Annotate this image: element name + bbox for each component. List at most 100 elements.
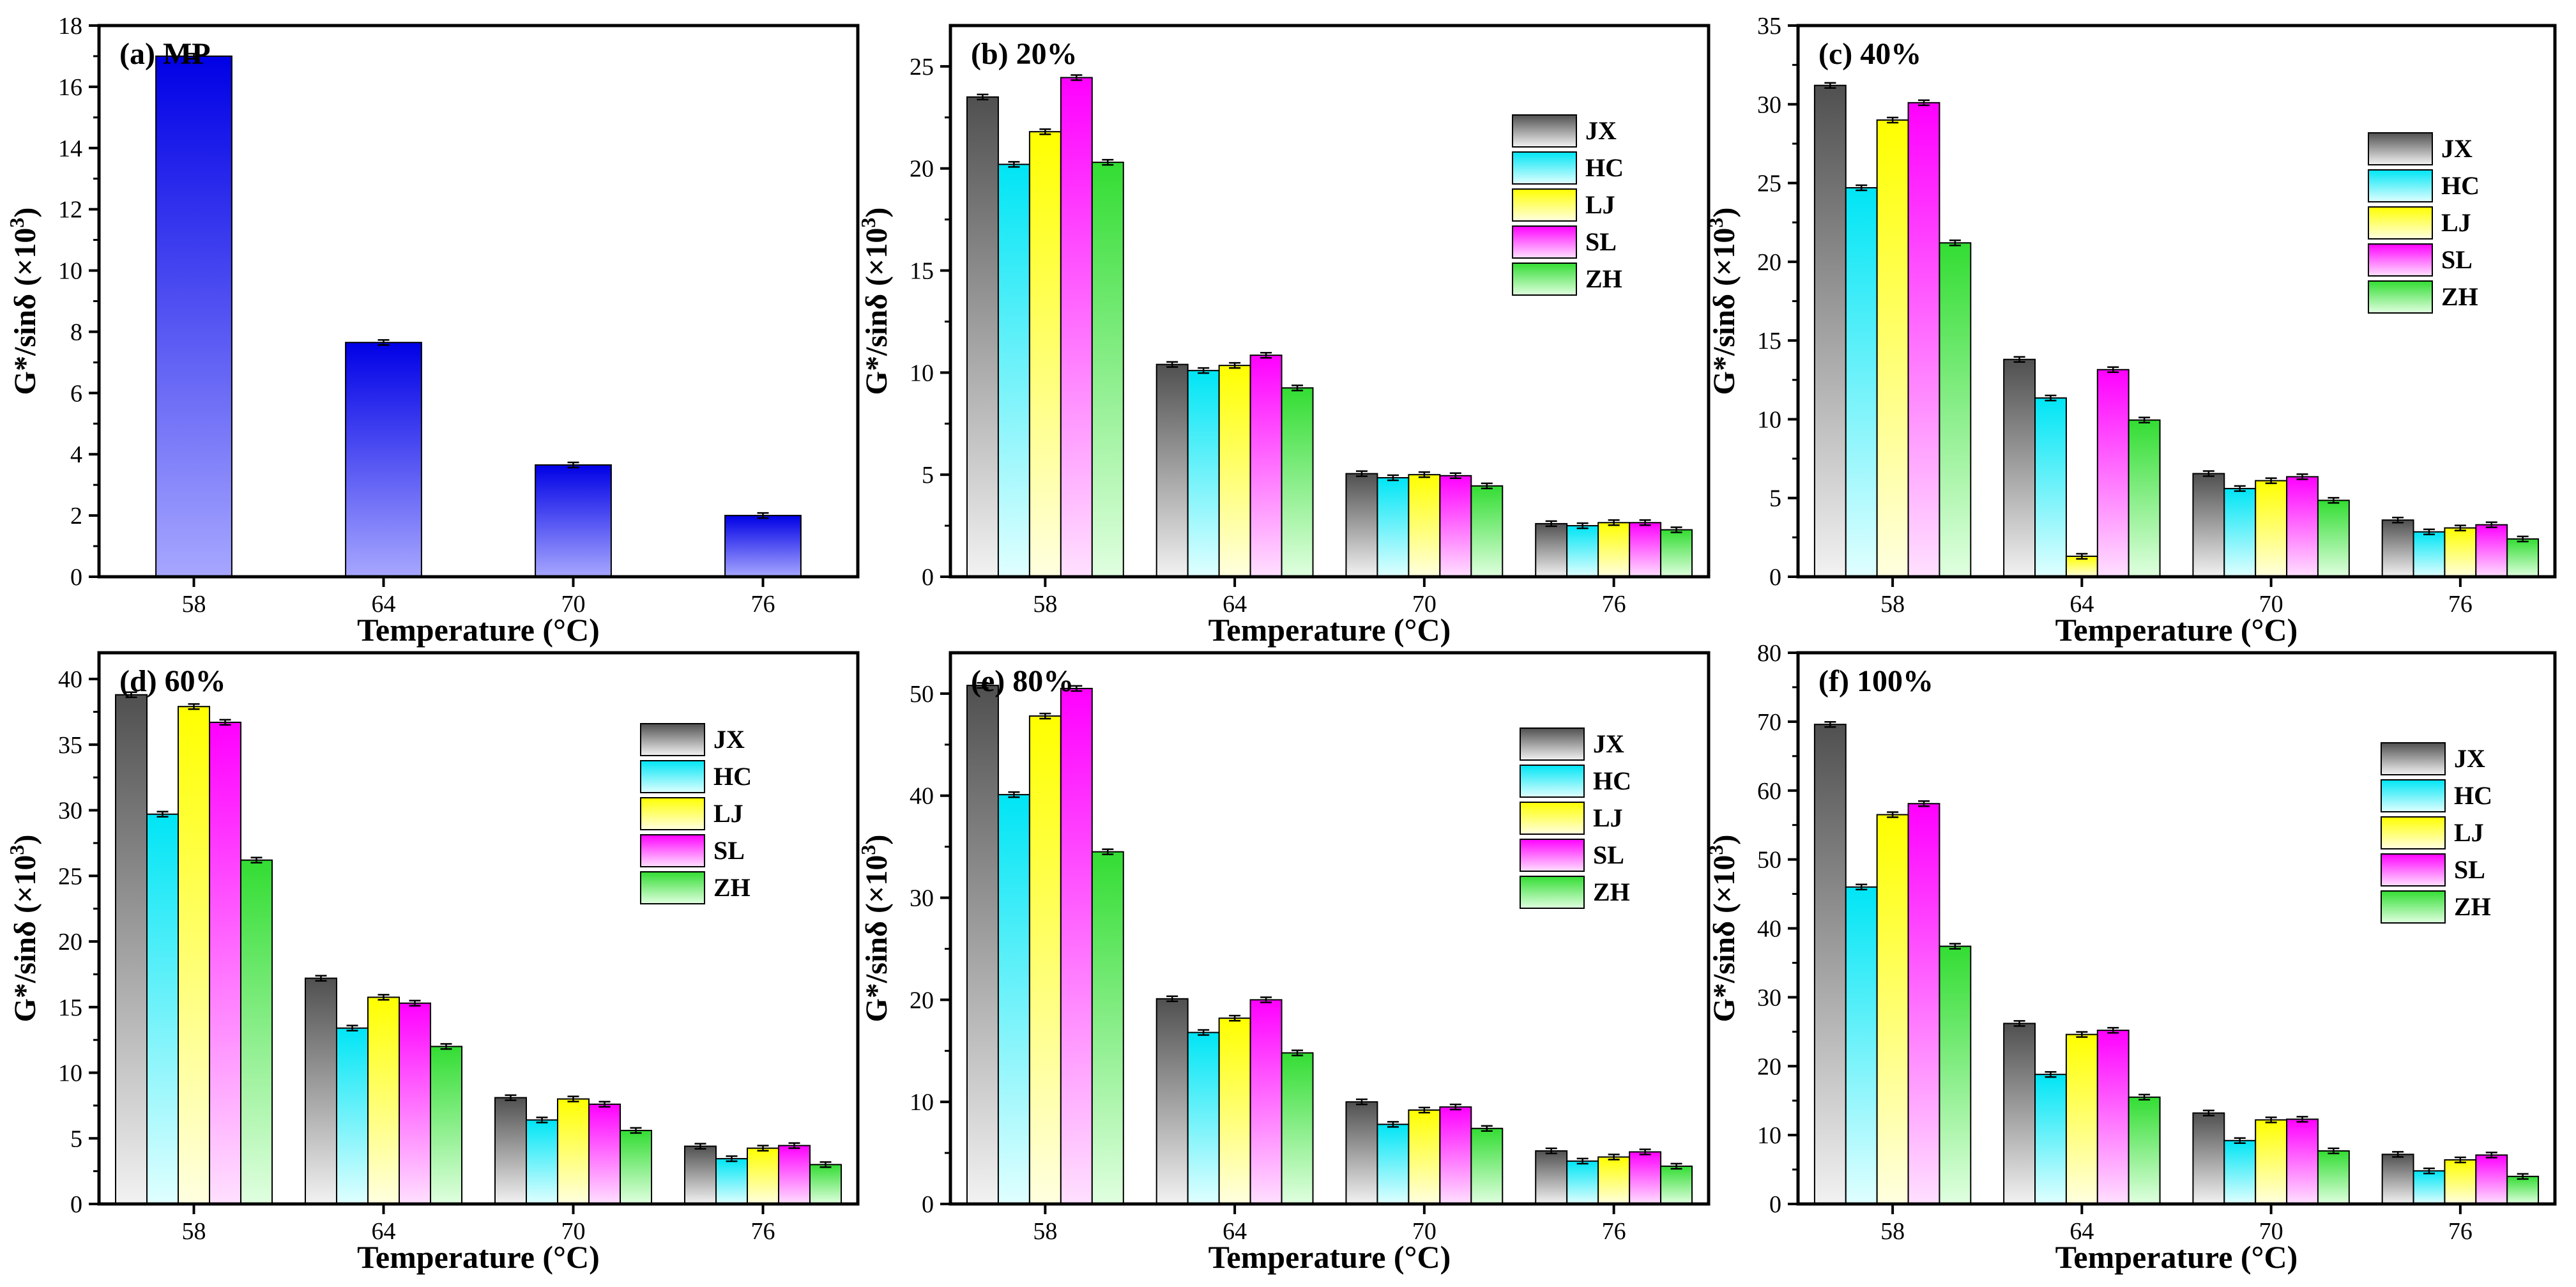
error-bar <box>1166 361 1178 368</box>
bar-mp-64 <box>345 342 422 577</box>
bar-zh-70 <box>2317 499 2350 577</box>
bar-jx-58 <box>1813 724 1847 1205</box>
bar-hc-70 <box>525 1119 558 1205</box>
error-bar <box>977 682 989 689</box>
bar-zh-76 <box>1660 1165 1693 1205</box>
legend-label-zh: ZH <box>1585 264 1622 293</box>
bar-lj-64 <box>2065 1033 2098 1205</box>
bar-mp-76 <box>724 515 802 577</box>
error-bar <box>1481 1125 1493 1132</box>
y-tick-label: 0 <box>70 564 82 591</box>
y-tick-label: 20 <box>1757 1053 1781 1080</box>
bar-lj-70 <box>2255 480 2288 577</box>
error-bar <box>1198 367 1210 374</box>
bar-hc-76 <box>1566 525 1599 577</box>
x-axis-label: Temperature (°C) <box>1208 1239 1451 1275</box>
bar-zh-70 <box>1470 485 1504 578</box>
bar-zh-58 <box>1091 162 1124 577</box>
panel-title: (f) 100% <box>1818 664 1933 698</box>
error-bar <box>2296 473 2308 480</box>
error-bar <box>188 52 200 60</box>
error-bar <box>1918 99 1930 107</box>
x-tick-label: 76 <box>2448 591 2473 618</box>
bar-jx-64 <box>1155 363 1189 578</box>
legend-swatch-zh <box>1512 263 1577 296</box>
error-bar <box>598 1100 611 1108</box>
bar-zh-64 <box>2128 419 2161 578</box>
bar-jx-76 <box>1535 1150 1568 1205</box>
y-tick-label: 80 <box>1757 640 1781 667</box>
error-bar <box>2234 485 2246 492</box>
bar-hc-70 <box>1376 1123 1410 1205</box>
bar-hc-64 <box>1187 1032 1220 1205</box>
bar-sl-58 <box>1060 687 1093 1205</box>
x-tick-label: 58 <box>1033 1218 1057 1245</box>
bar-zh-64 <box>430 1046 463 1205</box>
chart-panel-2: 0 5 10 15 20 25 58 64 70 76 (b) 20% Temperature (°C… <box>857 24 1711 648</box>
x-tick-label: 70 <box>561 591 586 618</box>
legend-swatch-zh <box>640 871 705 904</box>
legend: JX HC LJ SL ZH <box>2381 742 2492 924</box>
error-bar <box>1260 996 1272 1003</box>
bar-sl-76 <box>2475 524 2508 577</box>
panel-title: (c) 40% <box>1818 37 1921 71</box>
y-axis-label: G*/sinδ (×103) <box>5 835 42 1023</box>
x-tick-label: 70 <box>1412 1218 1437 1245</box>
y-tick-label: 0 <box>922 1191 934 1218</box>
error-bar <box>1198 1029 1210 1036</box>
x-tick-label: 76 <box>1602 1218 1626 1245</box>
error-bar <box>2202 470 2214 477</box>
error-bar <box>1949 240 1961 247</box>
bar-sl-70 <box>1439 475 1472 577</box>
bar-zh-58 <box>240 859 273 1205</box>
error-bar <box>2265 477 2277 484</box>
y-tick-label: 4 <box>70 441 82 468</box>
error-bar <box>819 1161 832 1168</box>
plot-frame <box>949 24 1711 579</box>
error-bar <box>757 512 769 519</box>
legend: JX HC LJ SL ZH <box>1512 114 1624 296</box>
legend-label-zh: ZH <box>1593 878 1630 906</box>
bar-sl-58 <box>209 721 242 1205</box>
error-bar <box>1387 1121 1399 1128</box>
bar-zh-70 <box>620 1129 653 1205</box>
y-tick-label: 5 <box>922 462 934 489</box>
y-tick-label: 60 <box>1757 778 1781 805</box>
x-axis-label: Temperature (°C) <box>357 612 600 648</box>
legend-label-hc: HC <box>1585 153 1624 182</box>
bar-lj-76 <box>746 1147 780 1205</box>
error-bar <box>1355 1098 1368 1106</box>
y-tick-label: 8 <box>70 319 82 346</box>
bar-mp-70 <box>535 464 612 578</box>
y-tick-label: 15 <box>910 258 934 285</box>
bar-hc-70 <box>1376 476 1410 577</box>
legend-swatch-zh <box>1520 876 1585 909</box>
error-bar <box>377 994 390 1001</box>
bar-hc-58 <box>1845 187 1878 577</box>
bar-zh-76 <box>1660 529 1693 577</box>
bar-zh-58 <box>1939 242 1972 578</box>
legend-swatch-hc <box>2368 169 2433 202</box>
x-axis-label: Temperature (°C) <box>1208 612 1451 648</box>
y-tick-label: 40 <box>1757 916 1781 943</box>
error-bar <box>2423 1167 2435 1175</box>
x-axis-label: Temperature (°C) <box>357 1239 600 1275</box>
bar-hc-76 <box>2412 1170 2446 1205</box>
error-bar <box>630 1127 642 1134</box>
legend-label-hc: HC <box>2454 781 2492 810</box>
bar-lj-58 <box>1028 715 1062 1205</box>
y-tick-label: 10 <box>58 1060 82 1087</box>
error-bar <box>1449 472 1461 480</box>
chart-panel-3: 0 5 10 15 20 25 30 35 58 64 70 76 (c) 40% Temperature… <box>1704 13 2557 648</box>
y-tick-label: 18 <box>58 13 82 40</box>
y-tick-label: 20 <box>910 987 934 1014</box>
x-tick-label: 70 <box>2259 1218 2283 1245</box>
panel-title: (a) MP <box>119 37 211 71</box>
x-tick-label: 58 <box>1880 591 1905 618</box>
bar-hc-76 <box>1566 1160 1599 1205</box>
error-bar <box>1918 800 1930 807</box>
bar-sl-58 <box>1907 803 1940 1205</box>
legend: JX HC LJ SL ZH <box>640 723 752 904</box>
error-bar <box>2517 1173 2529 1180</box>
